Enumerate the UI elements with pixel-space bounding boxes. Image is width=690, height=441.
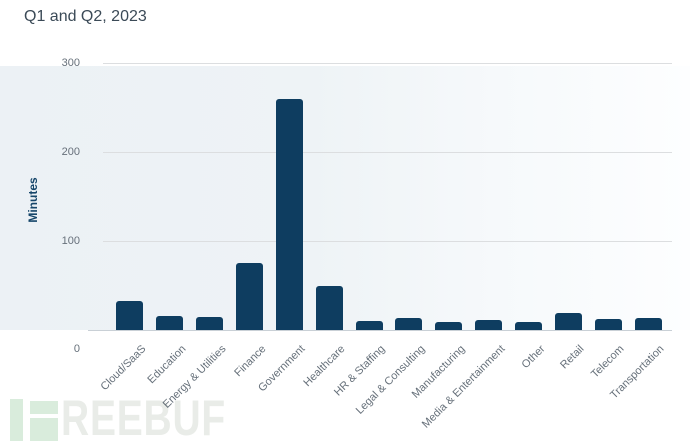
x-axis-label: Legal & Consulting [353,343,428,417]
bar[interactable] [236,263,263,330]
x-axis-label: Retail [558,343,587,372]
bar[interactable] [275,98,303,330]
bar[interactable] [515,321,542,330]
y-axis-title: Minutes [26,177,40,223]
bar[interactable] [355,321,383,330]
watermark-text: REEBUF [61,390,227,441]
watermark-logo-block-top [30,401,58,414]
bar[interactable] [634,317,662,330]
x-axis-label: Cloud/SaaS [98,343,149,394]
bar[interactable] [435,321,463,330]
bar[interactable] [156,315,184,330]
watermark-logo-block-bottom [30,418,58,441]
bar[interactable] [315,285,343,330]
bar[interactable] [554,313,582,330]
x-axis-label: Finance [231,343,268,380]
y-tick-label: 0 [73,343,80,355]
watermark-logo-bar [10,399,23,441]
bar[interactable] [395,317,423,330]
x-axis-label: Telecom [589,343,627,381]
plot-area [0,66,690,330]
x-axis-label: Media & Entertainment [419,343,508,431]
bar[interactable] [475,320,503,330]
chart-title: Q1 and Q2, 2023 [24,8,147,25]
watermark: REEBUF [0,392,280,441]
bar[interactable] [116,300,144,330]
y-tick-label: 200 [61,146,80,158]
bar[interactable] [594,319,622,330]
bar[interactable] [196,316,224,330]
y-tick-label: 100 [61,235,80,247]
gridline [103,152,672,153]
gridline [103,63,672,64]
y-tick-label: 300 [61,57,80,69]
x-axis-label: Other [519,343,547,371]
x-axis-line [88,330,672,331]
gridline [103,241,672,242]
